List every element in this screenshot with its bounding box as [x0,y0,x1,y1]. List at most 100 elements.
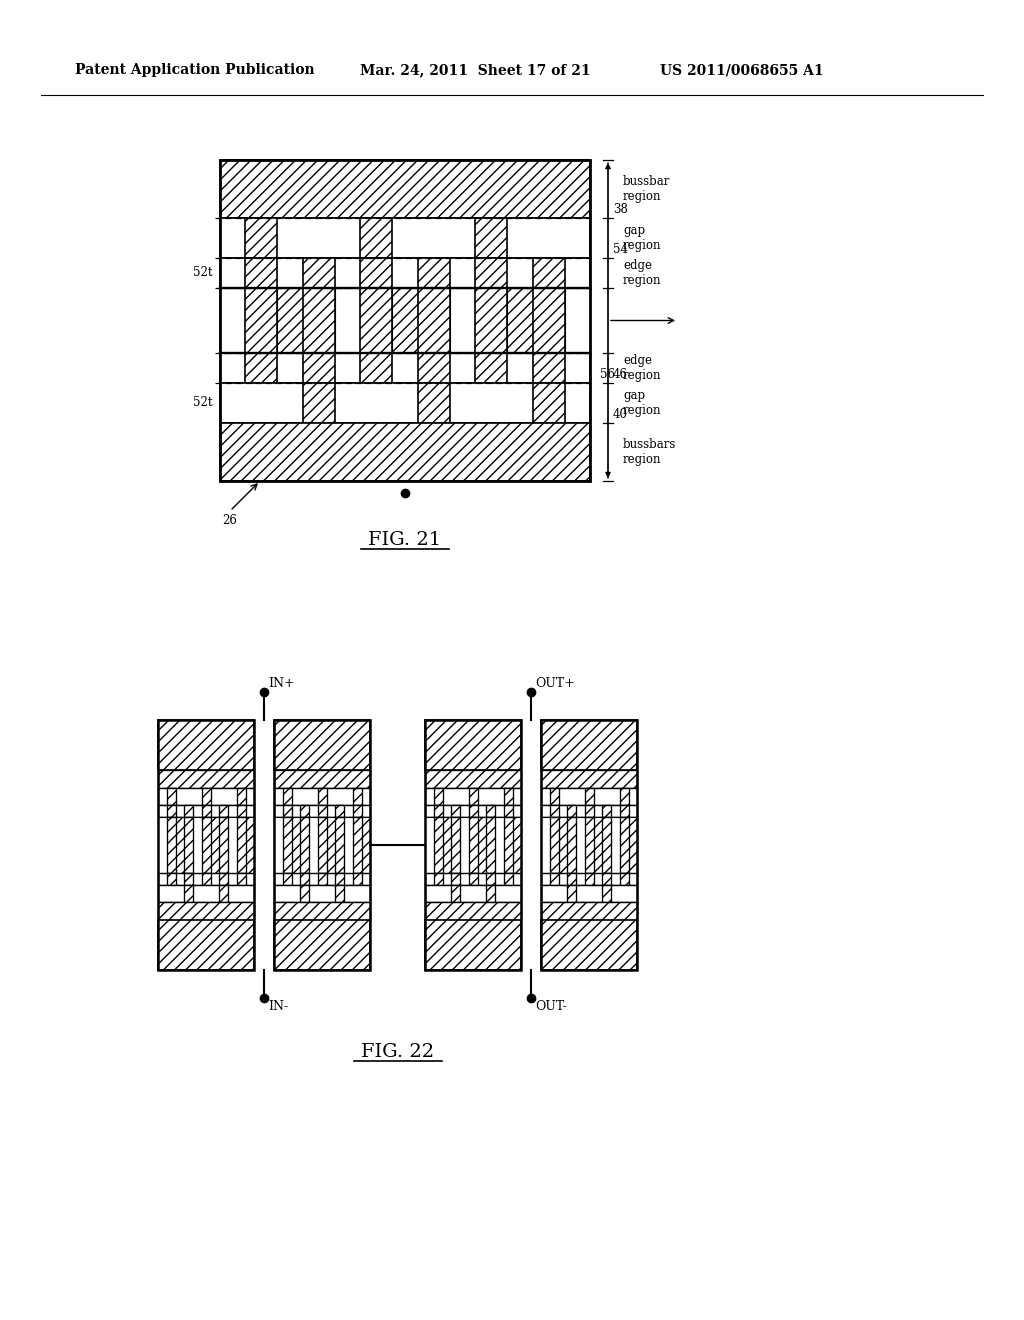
Text: 56: 56 [600,368,615,381]
Bar [327,817,335,873]
Bar [475,352,507,383]
Bar [274,719,370,770]
Bar [220,257,590,288]
Bar [418,288,450,352]
Bar [220,218,590,257]
Bar [475,288,507,352]
Text: gap
region: gap region [623,389,662,417]
Text: edge
region: edge region [623,354,662,381]
Bar [274,817,370,873]
Bar [418,352,450,383]
Bar [278,288,303,352]
Bar [504,788,512,805]
Bar [228,817,237,873]
Bar [344,817,352,873]
Bar [418,383,450,422]
Bar [352,873,361,884]
Bar [442,817,451,873]
Bar [300,873,309,884]
Bar [202,788,211,805]
Bar [602,873,611,884]
Bar [585,817,594,873]
Text: edge
region: edge region [623,259,662,286]
Text: FIG. 22: FIG. 22 [360,1043,434,1061]
Bar [335,288,360,352]
Bar [361,817,370,873]
Bar [335,817,344,873]
Bar [220,352,590,383]
Bar [541,817,637,873]
Bar [425,920,521,970]
Bar [158,817,254,873]
Bar [541,884,637,902]
Bar [167,788,175,805]
Bar [158,873,254,884]
Bar [512,817,521,873]
Bar [567,805,575,817]
Bar [246,257,278,288]
Bar [360,288,392,352]
Bar [193,817,202,873]
Bar [550,805,558,817]
Text: 52t: 52t [193,396,212,409]
Bar [433,817,442,873]
Bar [602,884,611,902]
Bar [202,805,211,817]
Bar [220,422,590,480]
Bar [504,873,512,884]
Bar [433,873,442,884]
Bar [283,788,292,805]
Bar [184,884,193,902]
Bar [158,884,254,902]
Bar [335,884,344,902]
Bar [629,817,637,873]
Bar [158,920,254,970]
Bar [550,817,558,873]
Bar [246,817,254,873]
Bar [451,817,460,873]
Bar [532,383,564,422]
Bar [274,873,370,884]
Text: bussbar
region: bussbar region [623,176,671,203]
Bar [246,288,278,352]
Bar [425,805,521,817]
Bar [352,788,361,805]
Bar [335,873,344,884]
Bar [158,805,254,817]
Bar [475,257,507,288]
Bar [283,817,292,873]
Bar [486,805,495,817]
Bar [274,884,370,902]
Bar [620,805,629,817]
Text: 54: 54 [613,243,628,256]
Bar [219,805,228,817]
Bar [237,788,246,805]
Bar [550,873,558,884]
Bar [237,805,246,817]
Bar [283,805,292,817]
Bar [451,884,460,902]
Bar [620,873,629,884]
Bar [451,873,460,884]
Bar [158,788,254,805]
Bar [219,873,228,884]
Bar [274,902,370,920]
Bar [451,805,460,817]
Bar [433,805,442,817]
Bar [219,817,228,873]
Bar [274,719,370,970]
Bar [475,218,507,257]
Bar [541,817,550,873]
Text: 40: 40 [613,408,628,421]
Bar [541,770,637,788]
Bar [425,770,521,788]
Bar [541,719,637,770]
Text: Mar. 24, 2011  Sheet 17 of 21: Mar. 24, 2011 Sheet 17 of 21 [360,63,591,77]
Bar [167,873,175,884]
Bar [504,805,512,817]
Bar [425,817,433,873]
Bar [425,902,521,920]
Bar [486,817,495,873]
Text: 26: 26 [222,513,237,527]
Bar [246,352,278,383]
